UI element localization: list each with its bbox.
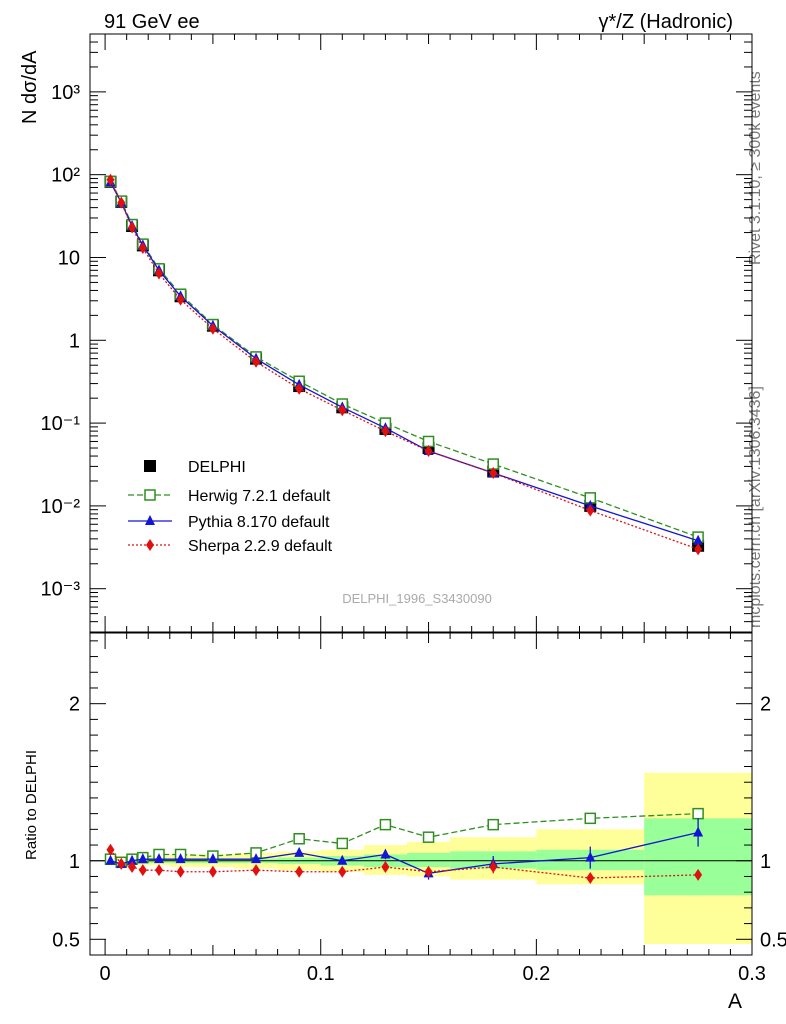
mcplots-label: mcplots.cern.ch [arXiv:1306.3436]: [747, 386, 764, 628]
ratio-data-point: [138, 864, 147, 877]
ratio-data-point: [251, 853, 262, 864]
main-series-line: [109, 181, 699, 538]
ratio-data-point: [294, 846, 305, 857]
header-left: 91 GeV ee: [104, 11, 200, 33]
main-y-tick-label: 1: [69, 330, 80, 352]
main-y-tick-label: 10³: [51, 82, 80, 104]
x-tick-label: 0.3: [738, 963, 766, 985]
ratio-data-point: [127, 854, 138, 865]
main-panel: 10⁻³ 10⁻² 10⁻¹ 1 10 10² 10³ DELPHI Herwig 7.2.1 …: [41, 33, 753, 633]
ratio-data-point: [692, 807, 704, 820]
ratio-data-point: [487, 818, 499, 831]
ratio-data-point: [586, 872, 595, 885]
ratio-data-point: [175, 853, 186, 864]
ratio-frame: [89, 632, 753, 956]
main-data-point: [693, 534, 704, 545]
ratio-data-point: [105, 854, 116, 865]
ratio-y-axis-label: Ratio to DELPHI: [23, 750, 40, 860]
ratio-data-point: [380, 848, 391, 859]
legend-label: Pythia 8.170 default: [188, 514, 330, 531]
ratio-data-point: [337, 854, 348, 865]
ratio-data-point: [155, 864, 164, 877]
ratio-data-point: [489, 861, 498, 874]
analysis-watermark: DELPHI_1996_S3430090: [342, 591, 492, 606]
main-data-point: [295, 382, 304, 395]
main-data-point: [176, 293, 185, 306]
main-data-point: [252, 355, 261, 368]
x-tick-label: 0.2: [522, 963, 550, 985]
main-data-point: [208, 322, 217, 335]
x-tick-label: 0.1: [307, 963, 335, 985]
x-axis-label: A: [728, 990, 742, 1013]
legend-marker: [145, 515, 155, 525]
ratio-data-point: [207, 853, 218, 864]
main-y-tick-label: 10⁻³: [41, 579, 81, 601]
x-tick-label: 0: [100, 963, 111, 985]
ratio-data-point: [293, 833, 305, 845]
ratio-y-tick-label-right: 2: [760, 694, 771, 716]
ratio-y-tick-label: 0.5: [52, 929, 80, 951]
ratio-data-point: [295, 865, 304, 878]
main-y-axis-label: N dσ/dA: [19, 50, 41, 124]
main-data-point: [694, 543, 703, 556]
main-y-tick-label: 10⁻¹: [41, 413, 81, 435]
main-data-point: [128, 221, 137, 234]
ratio-data-point: [128, 861, 137, 874]
legend-marker: [146, 539, 154, 551]
ratio-y-tick-label-right: 0.5: [760, 929, 786, 951]
ratio-data-point: [584, 812, 597, 825]
main-data-point: [338, 404, 347, 417]
ratio-data-point: [137, 853, 148, 864]
ratio-data-point: [117, 857, 126, 870]
main-data-point: [489, 466, 498, 479]
legend-label: DELPHI: [188, 459, 246, 476]
ratio-data-point: [379, 818, 392, 831]
ratio-data-point: [154, 853, 165, 864]
main-data-point: [424, 445, 433, 458]
ratio-data-point: [106, 843, 115, 856]
ratio-data-point: [585, 851, 596, 862]
legend-marker: [144, 460, 156, 472]
main-y-tick-label: 10: [58, 247, 80, 269]
main-data-point: [422, 435, 435, 448]
ratio-panel: 0.5 0.5 1 1 2 2 0 0.1 0.2 0.3: [52, 632, 786, 985]
legend-label: Herwig 7.2.1 default: [188, 488, 331, 505]
main-frame: [89, 33, 753, 633]
header-right: γ*/Z (Hadronic): [599, 11, 733, 33]
ratio-data-point: [381, 861, 390, 874]
main-data-point: [106, 173, 115, 186]
main-y-tick-label: 10²: [51, 165, 80, 187]
ratio-data-point: [422, 831, 435, 843]
main-data-point: [155, 267, 164, 280]
ratio-y-tick-label: 1: [69, 851, 80, 873]
ratio-y-tick-label: 2: [69, 694, 80, 716]
ratio-data-point: [252, 864, 261, 877]
main-data-point: [586, 504, 595, 517]
ratio-data-point: [694, 868, 703, 881]
legend-marker: [144, 489, 156, 501]
legend-label: Sherpa 2.2.9 default: [188, 538, 333, 555]
main-data-point: [138, 242, 147, 255]
main-y-tick-label: 10⁻²: [41, 496, 81, 518]
main-series-line: [109, 181, 699, 542]
main-data-point: [381, 425, 390, 438]
ratio-y-tick-label-right: 1: [760, 851, 771, 873]
ratio-data-point: [176, 865, 185, 878]
ratio-data-point: [208, 865, 217, 878]
ratio-data-point: [693, 826, 704, 837]
ratio-stat-band: [406, 852, 451, 868]
rivet-label: Rivet 3.1.10, ≥ 300k events: [747, 71, 764, 265]
ratio-data-point: [424, 865, 433, 878]
ratio-data-point: [336, 837, 349, 850]
main-data-point: [117, 196, 126, 209]
ratio-data-point: [338, 865, 347, 878]
